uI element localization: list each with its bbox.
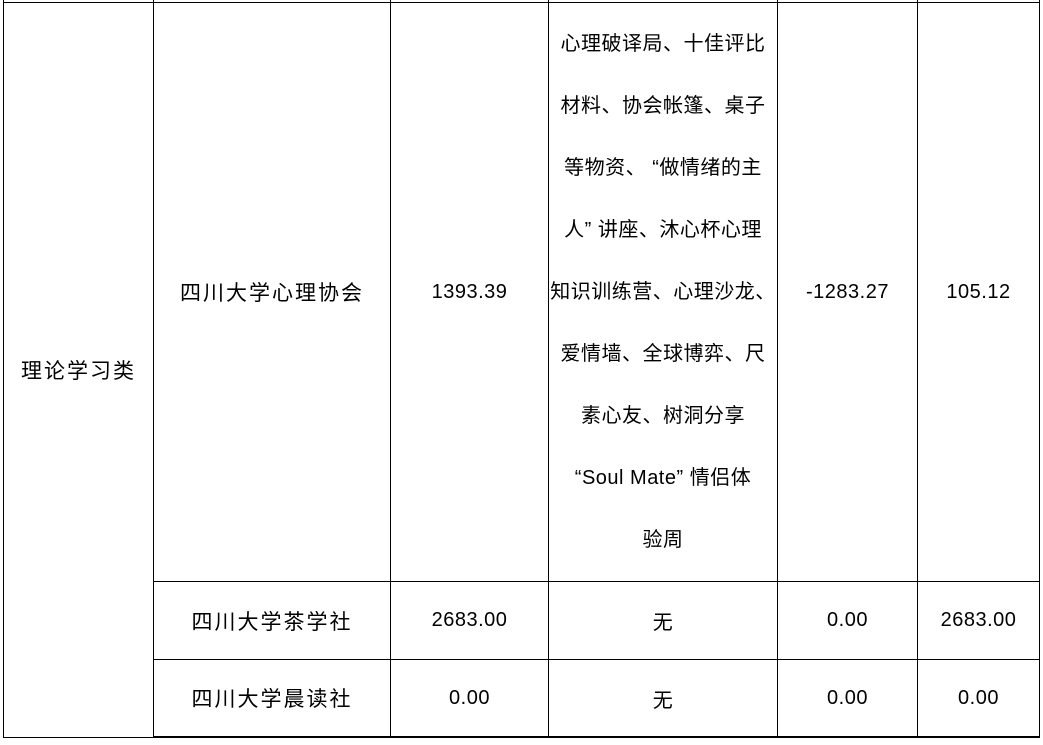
- detail-line: 知识训练营、心理沙龙、: [550, 281, 776, 303]
- income-cell: 1393.39: [390, 2, 549, 582]
- detail-line: 爱情墙、全球博弈、尺: [560, 343, 766, 365]
- balance-cell: 2683.00: [917, 581, 1040, 660]
- balance-cell: 105.12: [917, 2, 1040, 582]
- expense-detail-cell: 心理破译局、十佳评比 材料、协会帐篷、桌子 等物资、 “做情绪的主 人” 讲座、…: [548, 2, 778, 582]
- table-row-morning-reading: 四川大学晨读社 0.00 无 0.00 0.00: [4, 659, 1040, 738]
- club-finance-table: 理论学习类 四川大学心理协会 1393.39 心理破译局、十佳评比 材料、协会帐…: [3, 0, 1040, 738]
- income-cell: 0.00: [390, 659, 549, 738]
- detail-line: 人” 讲座、沐心杯心理: [564, 219, 762, 241]
- detail-line: 心理破译局、十佳评比: [560, 33, 766, 55]
- table-row-psychology: 理论学习类 四川大学心理协会 1393.39 心理破译局、十佳评比 材料、协会帐…: [3, 2, 1040, 738]
- expense-detail-cell: 无: [548, 581, 778, 660]
- org-name-cell: 四川大学茶学社: [153, 581, 391, 660]
- expense-cell: 0.00: [777, 581, 918, 660]
- detail-line: 素心友、树洞分享: [581, 405, 745, 427]
- expense-detail-cell: 无: [548, 659, 778, 738]
- balance-cell: 0.00: [917, 659, 1040, 738]
- expense-cell: 0.00: [777, 659, 918, 738]
- detail-line: 材料、协会帐篷、桌子: [560, 95, 766, 117]
- detail-line: 验周: [642, 529, 684, 551]
- org-name-cell: 四川大学心理协会: [153, 2, 391, 582]
- category-cell: 理论学习类: [3, 2, 154, 738]
- org-name-cell: 四川大学晨读社: [153, 659, 391, 738]
- detail-line: 等物资、 “做情绪的主: [564, 157, 762, 179]
- detail-line: “Soul Mate” 情侣体: [574, 467, 752, 489]
- table-row-tea-society: 四川大学茶学社 2683.00 无 0.00 2683.00: [4, 581, 1040, 660]
- expense-cell: -1283.27: [777, 2, 918, 582]
- income-cell: 2683.00: [390, 581, 549, 660]
